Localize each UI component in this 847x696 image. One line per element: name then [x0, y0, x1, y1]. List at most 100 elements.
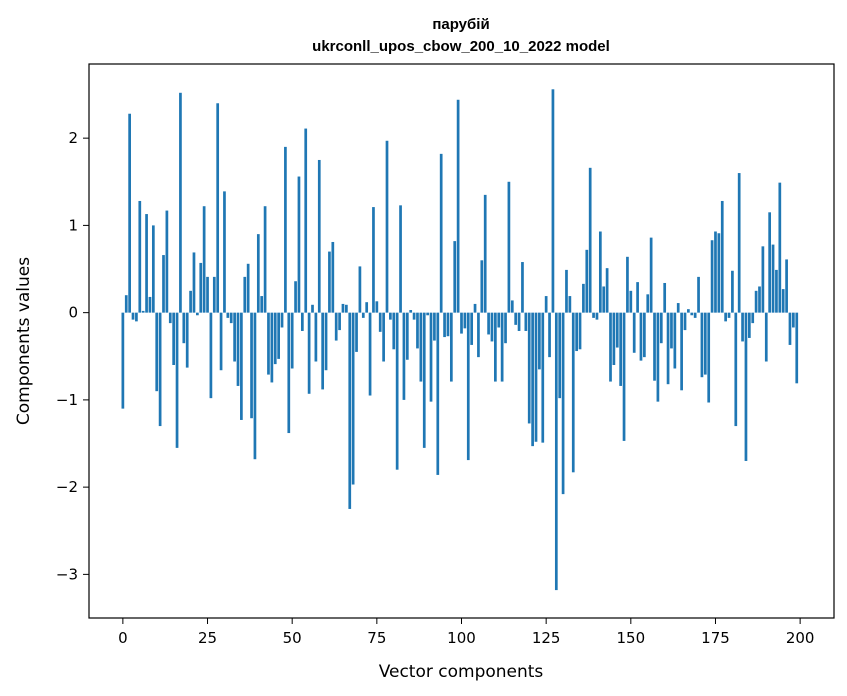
- bar-117: [517, 312, 521, 331]
- bar-71: [361, 312, 365, 318]
- bar-150: [629, 290, 633, 313]
- bar-151: [632, 312, 636, 353]
- bar-40: [256, 234, 260, 313]
- bar-128: [554, 312, 558, 591]
- bar-178: [724, 312, 727, 322]
- bar-119: [524, 312, 528, 331]
- bar-191: [768, 212, 772, 313]
- bar-22: [196, 312, 199, 316]
- bar-188: [758, 286, 761, 313]
- bar-124: [541, 312, 545, 443]
- bar-121: [531, 312, 534, 447]
- bar-84: [405, 312, 409, 360]
- bar-51: [294, 281, 297, 313]
- bar-42: [263, 206, 267, 313]
- bar-173: [707, 312, 711, 403]
- bar-154: [643, 312, 646, 358]
- bar-41: [260, 296, 264, 313]
- bar-47: [280, 312, 284, 328]
- bar-31: [226, 312, 230, 318]
- bar-10: [155, 312, 159, 392]
- y-tick-label: −3: [56, 565, 78, 583]
- bar-194: [778, 182, 782, 313]
- bar-114: [507, 181, 511, 313]
- bar-176: [717, 233, 721, 313]
- bar-120: [527, 312, 531, 424]
- bar-57: [314, 312, 318, 362]
- bar-92: [433, 312, 436, 341]
- bar-19: [185, 312, 189, 368]
- y-tick-label: 1: [68, 216, 78, 234]
- bar-93: [436, 312, 440, 475]
- bar-100: [460, 312, 463, 334]
- bar-105: [477, 312, 480, 358]
- bar-108: [487, 312, 490, 335]
- bar-67: [348, 312, 352, 509]
- bar-130: [561, 312, 565, 495]
- bar-141: [598, 231, 602, 313]
- bar-148: [622, 312, 626, 441]
- bar-132: [568, 296, 572, 313]
- bar-195: [781, 289, 785, 313]
- bar-7: [145, 214, 148, 313]
- bar-97: [449, 312, 453, 382]
- bar-140: [595, 312, 599, 320]
- bar-101: [463, 312, 467, 329]
- bar-25: [206, 276, 209, 313]
- bar-177: [720, 200, 724, 313]
- bar-158: [656, 312, 660, 402]
- bar-75: [375, 301, 379, 313]
- bar-179: [727, 312, 731, 318]
- bar-60: [324, 312, 328, 371]
- bar-26: [209, 312, 213, 399]
- x-axis-label: Vector components: [379, 662, 544, 682]
- bar-4: [135, 312, 138, 322]
- bar-86: [412, 312, 416, 320]
- bar-131: [565, 269, 568, 313]
- bar-29: [219, 312, 223, 371]
- bar-59: [321, 312, 325, 390]
- bar-95: [443, 312, 446, 338]
- bar-112: [500, 312, 504, 382]
- bar-152: [636, 282, 639, 313]
- bar-45: [273, 312, 277, 365]
- bar-169: [693, 312, 697, 318]
- bar-99: [456, 99, 460, 313]
- bar-68: [351, 312, 355, 485]
- bar-197: [788, 312, 792, 345]
- bar-12: [162, 255, 165, 313]
- y-tick-label: 0: [68, 304, 78, 322]
- bar-133: [571, 312, 575, 473]
- bar-113: [504, 312, 507, 344]
- bar-21: [192, 252, 196, 313]
- bar-32: [229, 312, 233, 324]
- bar-118: [521, 262, 524, 313]
- bar-88: [419, 312, 423, 382]
- bar-156: [649, 237, 653, 313]
- bar-153: [639, 312, 643, 361]
- bar-55: [307, 312, 311, 394]
- x-tick-label: 125: [532, 629, 561, 647]
- y-axis: −3 −2 −1 0 1 2: [56, 129, 89, 583]
- bar-199: [795, 312, 799, 384]
- bar-110: [494, 312, 497, 382]
- bar-190: [764, 312, 768, 362]
- bar-175: [714, 231, 717, 313]
- bar-5: [138, 200, 142, 313]
- bar-123: [538, 312, 541, 370]
- bar-72: [365, 302, 369, 313]
- bar-53: [300, 312, 304, 331]
- bar-27: [212, 276, 216, 313]
- bar-9: [151, 225, 155, 313]
- bar-146: [615, 312, 619, 348]
- bar-104: [473, 303, 477, 313]
- bar-137: [585, 249, 589, 313]
- bar-170: [697, 276, 700, 313]
- bar-61: [328, 251, 331, 313]
- bar-94: [439, 153, 443, 313]
- bar-46: [277, 312, 280, 359]
- bar-83: [402, 312, 406, 400]
- bar-142: [602, 286, 606, 313]
- bar-3: [131, 312, 135, 320]
